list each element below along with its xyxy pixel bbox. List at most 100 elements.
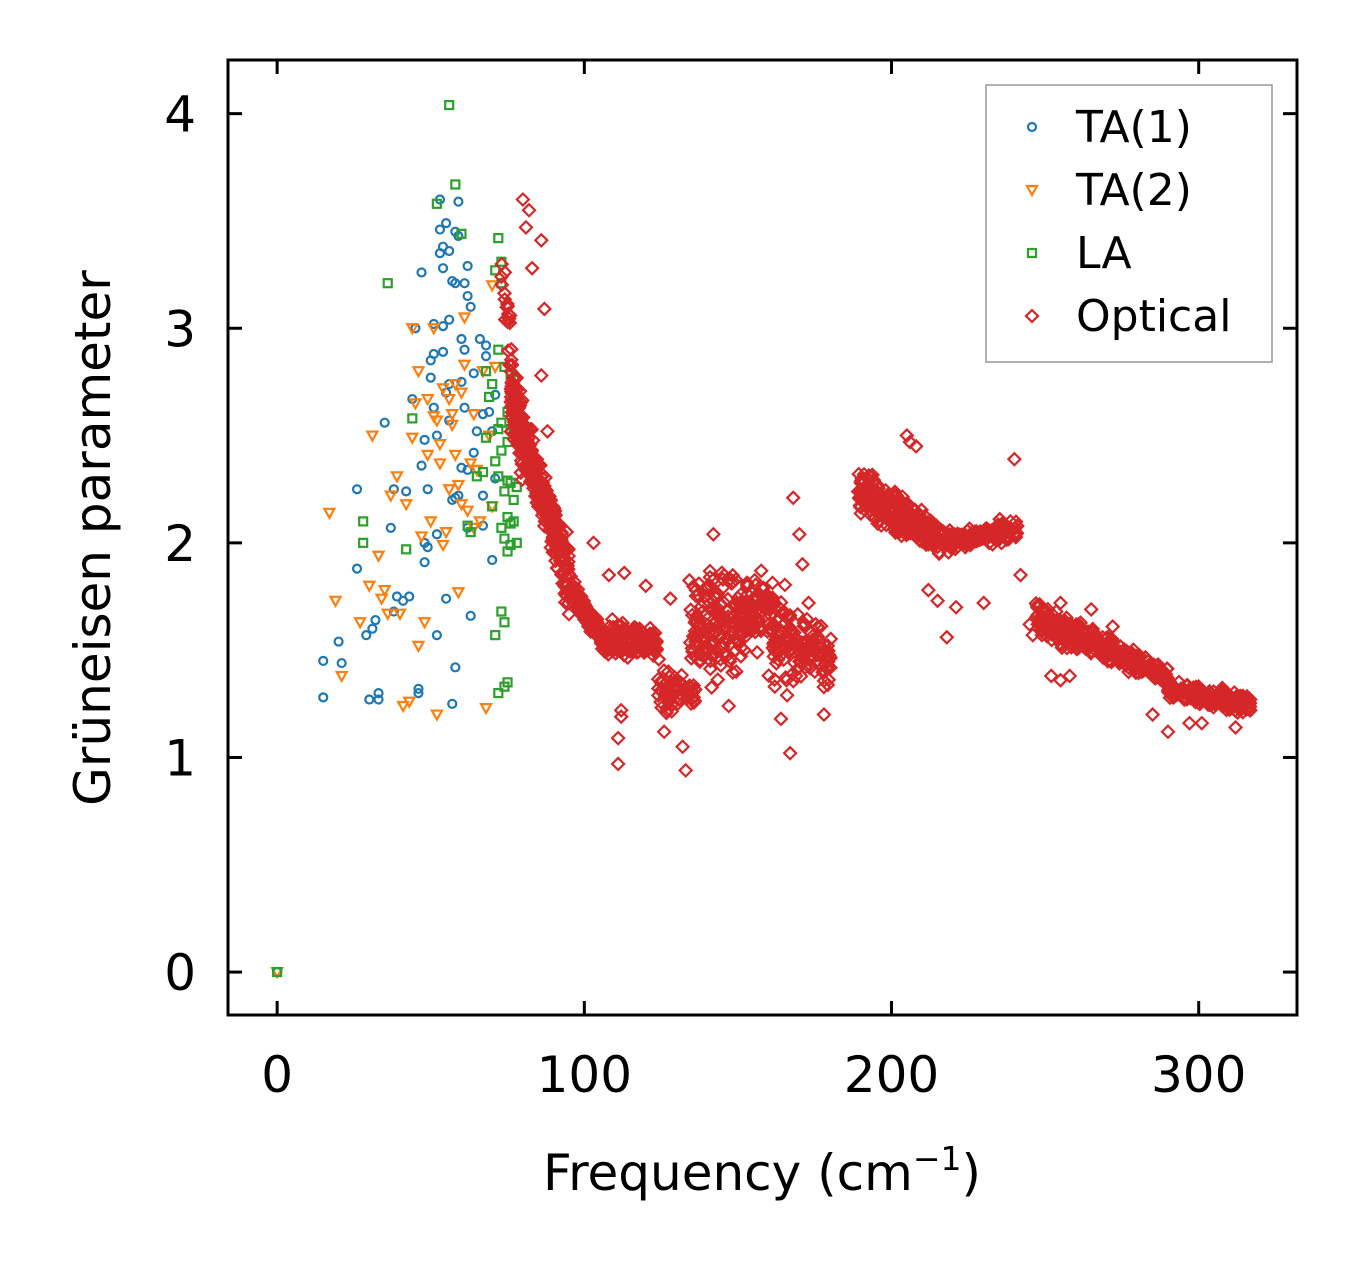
data-point	[816, 706, 832, 723]
data-point	[862, 480, 878, 496]
data-point	[445, 409, 460, 422]
legend-item: TA(2)	[1025, 165, 1192, 216]
data-point	[333, 636, 344, 647]
data-point	[1007, 519, 1023, 536]
x-axis-label-exponent: −1	[913, 1139, 962, 1178]
data-point	[796, 634, 813, 651]
data-point	[685, 644, 701, 660]
data-point	[771, 633, 787, 649]
data-point	[493, 233, 504, 244]
data-point	[508, 516, 519, 527]
y-tick-label: 4	[164, 86, 196, 144]
data-point	[708, 614, 725, 630]
data-point	[750, 597, 766, 613]
data-point	[610, 638, 626, 655]
data-point	[405, 323, 420, 336]
data-point	[650, 687, 666, 704]
data-point	[784, 666, 800, 682]
series-optical	[493, 191, 1258, 778]
data-point	[589, 611, 605, 627]
data-point	[560, 541, 577, 557]
data-point	[463, 458, 478, 471]
data-point	[767, 679, 783, 695]
data-point	[1201, 683, 1218, 699]
data-point	[480, 366, 492, 377]
data-point	[566, 585, 582, 601]
data-point	[414, 531, 429, 544]
data-point	[739, 577, 755, 593]
data-point	[1105, 640, 1121, 657]
legend-marker	[1026, 247, 1038, 259]
data-point	[661, 668, 677, 684]
data-point	[493, 687, 504, 699]
data-point	[794, 641, 810, 657]
data-point	[987, 524, 1003, 541]
data-point	[1077, 640, 1093, 656]
legend-item: LA	[1026, 228, 1132, 279]
data-point	[545, 544, 561, 560]
data-point	[1099, 645, 1115, 661]
data-point	[706, 588, 722, 604]
data-point	[499, 486, 510, 497]
data-point	[1022, 616, 1038, 632]
data-point	[810, 619, 826, 635]
data-point	[625, 626, 641, 642]
data-point	[413, 683, 424, 694]
data-point	[474, 333, 485, 345]
data-point	[873, 492, 889, 508]
data-point	[733, 586, 749, 603]
data-point	[1057, 613, 1074, 629]
data-point	[401, 544, 412, 555]
data-point	[490, 265, 501, 276]
data-point	[1164, 688, 1181, 704]
data-point	[328, 595, 343, 609]
data-point	[638, 631, 654, 647]
data-point	[727, 618, 743, 634]
data-point	[334, 670, 349, 684]
data-point	[1238, 701, 1254, 717]
data-point	[1012, 567, 1029, 583]
data-point	[462, 464, 473, 475]
data-point	[785, 490, 801, 506]
x-tick-label: 300	[1151, 1046, 1246, 1104]
data-point	[869, 494, 885, 510]
data-point	[685, 690, 701, 706]
data-point	[653, 682, 669, 698]
data-point	[888, 497, 904, 513]
legend: TA(1) TA(2) LA Optical	[985, 84, 1273, 363]
data-point	[964, 525, 980, 541]
data-point	[702, 563, 718, 579]
data-point	[662, 591, 678, 607]
data-point	[807, 664, 823, 680]
data-point	[477, 409, 489, 420]
legend-label: LA	[1076, 228, 1132, 279]
data-point	[451, 587, 466, 600]
data-point	[933, 522, 949, 538]
data-point	[576, 604, 592, 620]
data-point	[533, 367, 549, 384]
data-point	[419, 434, 430, 445]
data-point	[893, 507, 909, 523]
data-point	[684, 683, 700, 699]
data-point	[336, 657, 347, 669]
data-point	[423, 516, 438, 529]
data-point	[692, 654, 708, 670]
data-point	[433, 458, 447, 471]
data-point	[687, 682, 703, 698]
data-point	[364, 694, 375, 705]
data-point	[816, 679, 832, 695]
data-point	[1160, 682, 1176, 698]
data-point	[543, 492, 559, 508]
data-point	[1037, 606, 1053, 622]
data-point	[496, 606, 507, 617]
data-point	[454, 387, 469, 400]
data-point	[488, 361, 503, 375]
data-point	[1160, 724, 1176, 740]
data-point	[777, 577, 793, 593]
data-point	[459, 344, 470, 355]
data-point	[515, 440, 531, 456]
data-point	[793, 649, 809, 665]
data-point	[610, 756, 626, 772]
data-point	[763, 608, 779, 624]
data-point	[431, 198, 442, 209]
